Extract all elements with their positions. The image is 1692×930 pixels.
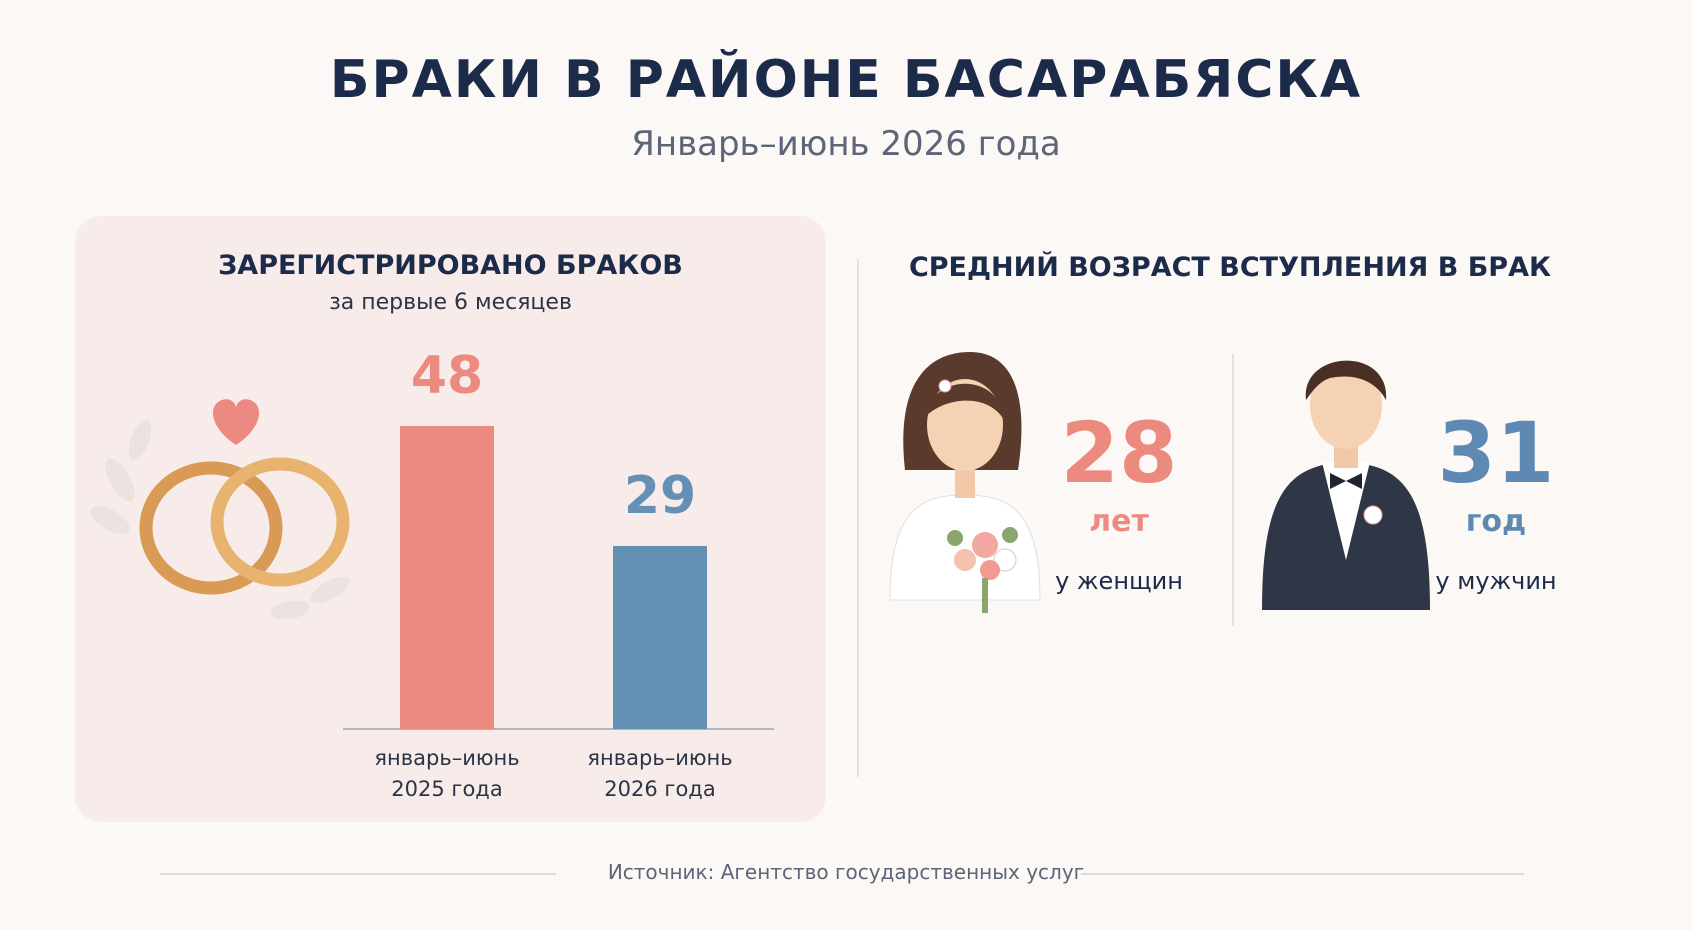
age-value: 31 [1437,404,1555,502]
ring-icon [139,461,283,595]
heart-icon [212,399,260,445]
subtitle: Январь–июнь 2026 года [631,124,1061,164]
value-label: 29 [623,465,697,526]
section-title: СРЕДНИЙ ВОЗРАСТ ВСТУПЛЕНИЯ В БРАК [908,252,1552,283]
x-tick-label: январь–июнь 2025 года [374,746,520,801]
bride-illustration [889,352,1041,613]
age-unit: год [1465,504,1527,539]
bar [400,426,494,729]
x-tick-label: январь–июнь 2026 года [587,746,733,801]
title: БРАКИ В РАЙОНЕ БАСАРАБЯСКА [329,50,1363,110]
chart-subtitle: за первые 6 месяцев [329,290,572,315]
age-label: у женщин [1055,567,1183,595]
groom-illustration [1262,360,1430,610]
age-value: 28 [1060,404,1178,502]
age-label: у мужчин [1435,567,1557,595]
age-unit: лет [1089,504,1149,539]
value-label: 48 [410,346,484,406]
ring-icon [210,457,350,587]
leaves [90,419,350,620]
source: Источник: Агентство государственных услу… [607,860,1085,884]
chart-title: ЗАРЕГИСТРИРОВАНО БРАКОВ [218,250,683,281]
bar [613,545,707,729]
